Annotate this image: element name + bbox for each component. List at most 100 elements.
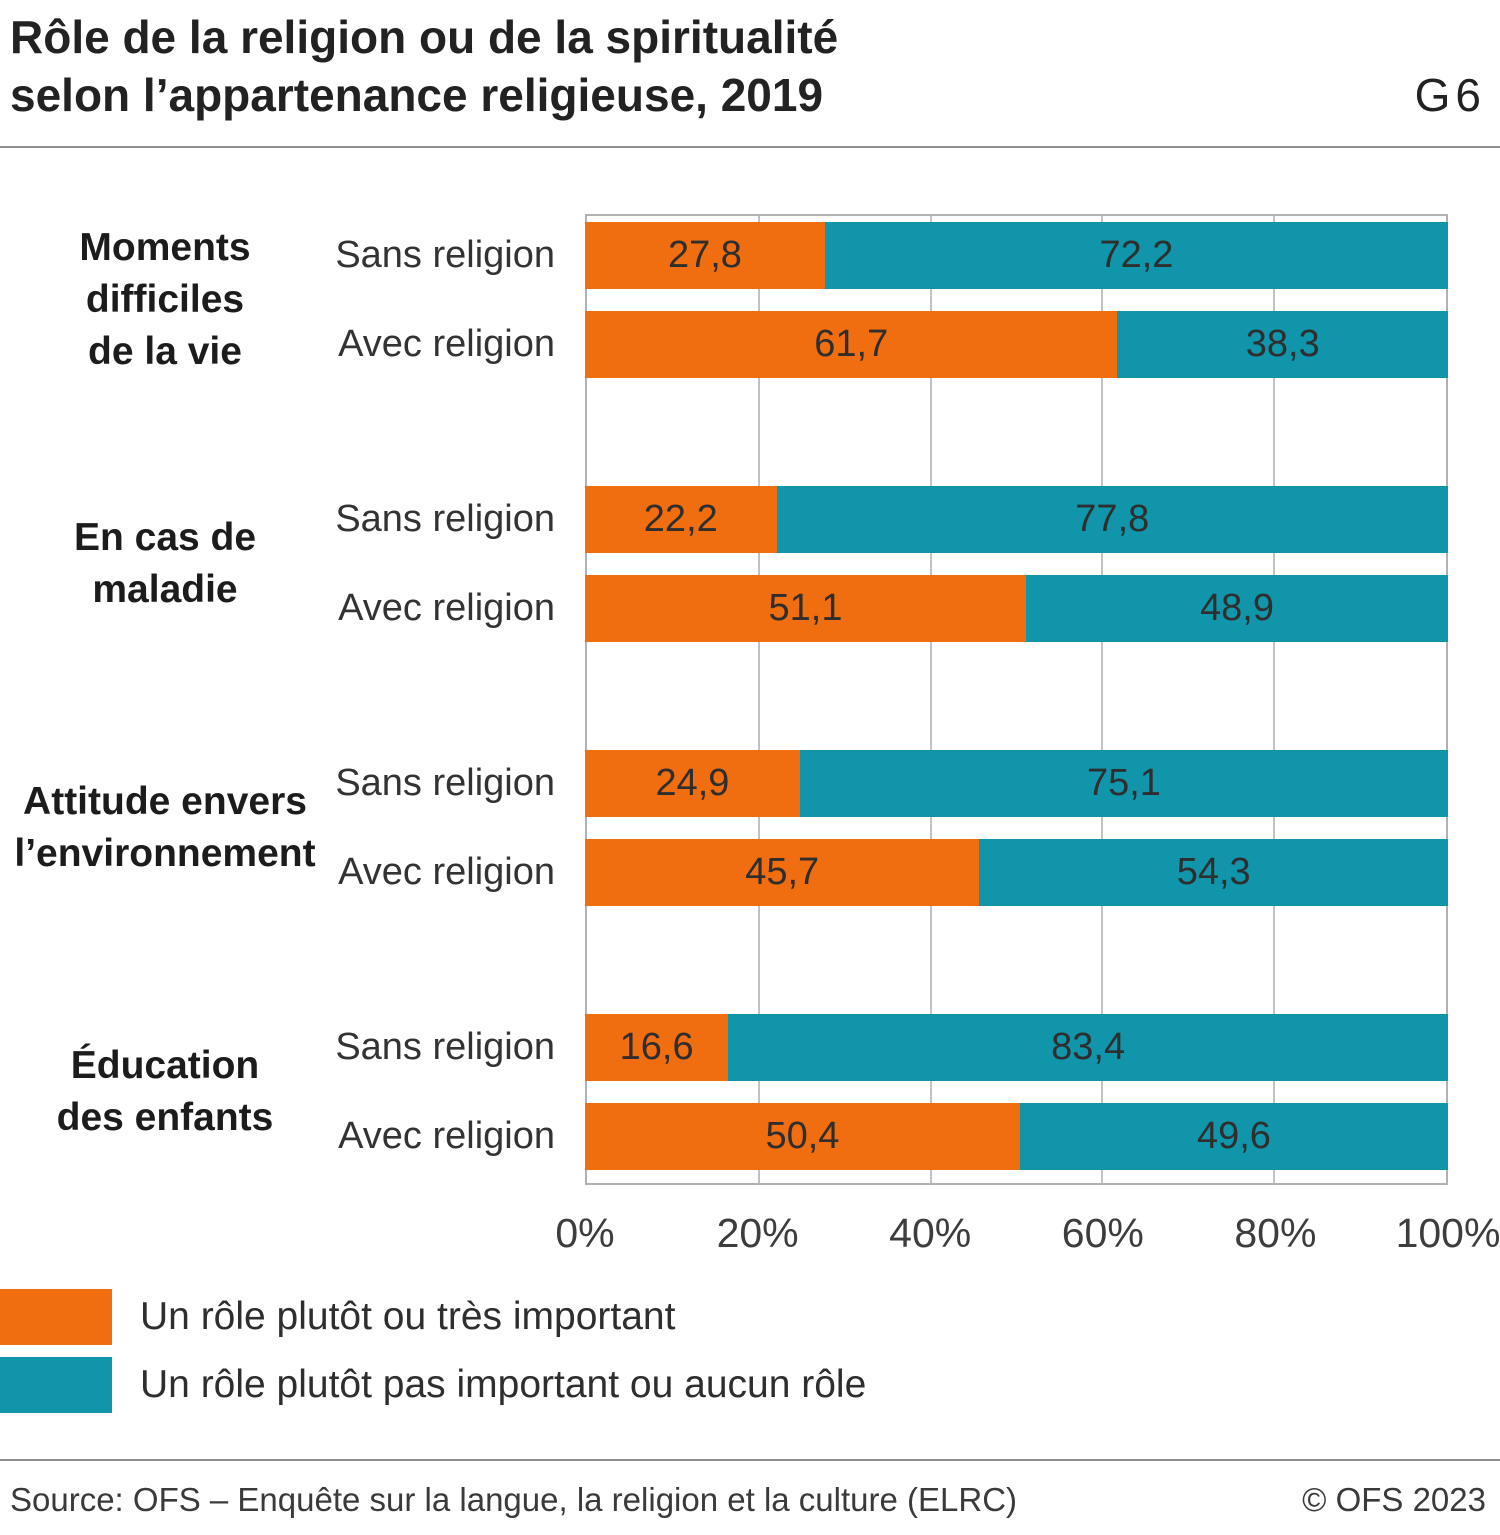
legend-swatch-not-important bbox=[0, 1357, 112, 1413]
group-label-line: difficiles bbox=[85, 278, 245, 321]
stacked-bar: 22,2 77,8 bbox=[585, 486, 1448, 553]
bar-segment-not-important: 54,3 bbox=[979, 839, 1448, 906]
group-label: Moments difficiles de la vie bbox=[0, 222, 330, 378]
bar-segment-not-important: 49,6 bbox=[1019, 1103, 1448, 1170]
x-axis-tick: 80% bbox=[1234, 1210, 1317, 1256]
bar-segment-important: 61,7 bbox=[585, 311, 1118, 378]
x-axis-tick: 60% bbox=[1061, 1210, 1144, 1256]
bar-segment-not-important: 48,9 bbox=[1025, 575, 1448, 642]
bar-row: Sans religion 27,8 72,2 bbox=[0, 222, 1448, 289]
bar-segment-important: 27,8 bbox=[585, 222, 825, 289]
bar-segment-important: 50,4 bbox=[585, 1103, 1020, 1170]
bar-segment-not-important: 83,4 bbox=[728, 1014, 1448, 1081]
group-label: Éducation des enfants bbox=[0, 1040, 330, 1144]
bar-segment-not-important: 72,2 bbox=[824, 222, 1448, 289]
page-title-line1: Rôle de la religion ou de la spiritualit… bbox=[10, 11, 839, 63]
bar-segment-important: 16,6 bbox=[585, 1014, 729, 1081]
gridline bbox=[757, 216, 760, 1183]
bar-segment-important: 24,9 bbox=[585, 750, 800, 817]
bar-value-label: 22,2 bbox=[643, 498, 718, 540]
bar-row: Avec religion 61,7 38,3 bbox=[0, 311, 1448, 378]
bar-value-label: 61,7 bbox=[814, 323, 889, 365]
bar-row: Sans religion 16,6 83,4 bbox=[0, 1014, 1448, 1081]
gridline bbox=[1101, 216, 1104, 1183]
stacked-bar: 50,4 49,6 bbox=[585, 1103, 1448, 1170]
group-label-line: Moments bbox=[79, 226, 251, 269]
bar-row: Avec religion 45,7 54,3 bbox=[0, 839, 1448, 906]
bar-row: Avec religion 51,1 48,9 bbox=[0, 575, 1448, 642]
x-axis-tick: 20% bbox=[716, 1210, 799, 1256]
bar-value-label: 51,1 bbox=[768, 587, 843, 629]
plot-area bbox=[585, 214, 1448, 1185]
bar-row: Avec religion 50,4 49,6 bbox=[0, 1103, 1448, 1170]
bar-value-label: 54,3 bbox=[1176, 851, 1251, 893]
gridline bbox=[929, 216, 932, 1183]
row-label: Avec religion bbox=[338, 851, 555, 893]
group-label: En cas de maladie bbox=[0, 512, 330, 616]
x-axis: 0% 20% 40% 60% 80% 100% bbox=[555, 1204, 1500, 1259]
bar-segment-important: 45,7 bbox=[585, 839, 980, 906]
page-title: Rôle de la religion ou de la spiritualit… bbox=[10, 8, 838, 124]
bar-group: Moments difficiles de la vie Sans religion 2… bbox=[0, 222, 1448, 378]
legend-label-not-important: Un rôle plutôt pas important ou aucun rô… bbox=[140, 1363, 867, 1406]
legend: Un rôle plutôt ou très important Un rôle… bbox=[0, 1289, 1500, 1413]
bar-groups: Moments difficiles de la vie Sans religion 2… bbox=[0, 214, 1448, 1170]
group-label-line: Éducation bbox=[70, 1044, 260, 1087]
bar-group: Éducation des enfants Sans religion 16,6 83,… bbox=[0, 1014, 1448, 1170]
bar-value-label: 16,6 bbox=[619, 1026, 694, 1068]
group-label-line: maladie bbox=[92, 568, 238, 611]
stacked-bar: 24,9 75,1 bbox=[585, 750, 1448, 817]
gridline bbox=[1273, 216, 1276, 1183]
row-label: Avec religion bbox=[338, 323, 555, 365]
legend-label-important: Un rôle plutôt ou très important bbox=[140, 1295, 676, 1338]
row-label: Avec religion bbox=[338, 587, 555, 629]
bar-segment-important: 22,2 bbox=[585, 486, 777, 553]
legend-swatch-important bbox=[0, 1289, 112, 1345]
group-label-line: l’environnement bbox=[14, 832, 316, 875]
bar-value-label: 49,6 bbox=[1196, 1115, 1271, 1157]
group-label: Attitude envers l’environnement bbox=[0, 776, 330, 880]
group-label-line: En cas de bbox=[73, 516, 257, 559]
bar-value-label: 83,4 bbox=[1051, 1026, 1126, 1068]
bar-segment-not-important: 75,1 bbox=[799, 750, 1448, 817]
x-axis-tick: 100% bbox=[1395, 1210, 1500, 1256]
x-axis-tick: 0% bbox=[555, 1210, 615, 1256]
legend-item: Un rôle plutôt pas important ou aucun rô… bbox=[0, 1357, 1500, 1413]
bar-value-label: 48,9 bbox=[1200, 587, 1274, 629]
group-label-line: de la vie bbox=[88, 330, 242, 373]
bar-value-label: 72,2 bbox=[1099, 234, 1174, 276]
bar-value-label: 24,9 bbox=[655, 762, 730, 804]
stacked-bar: 27,8 72,2 bbox=[585, 222, 1448, 289]
bar-value-label: 75,1 bbox=[1086, 762, 1161, 804]
bar-row: Sans religion 22,2 77,8 bbox=[0, 486, 1448, 553]
footer: Source: OFS – Enquête sur la langue, la … bbox=[0, 1459, 1500, 1535]
row-label: Sans religion bbox=[335, 762, 555, 804]
bar-segment-not-important: 77,8 bbox=[776, 486, 1448, 553]
bar-value-label: 38,3 bbox=[1245, 323, 1320, 365]
bar-segment-important: 51,1 bbox=[585, 575, 1026, 642]
bar-value-label: 77,8 bbox=[1075, 498, 1150, 540]
stacked-bar: 45,7 54,3 bbox=[585, 839, 1448, 906]
source-text: Source: OFS – Enquête sur la langue, la … bbox=[10, 1481, 1018, 1518]
bar-value-label: 50,4 bbox=[765, 1115, 840, 1157]
bar-group: Attitude envers l’environnement Sans relig… bbox=[0, 750, 1448, 906]
bar-segment-not-important: 38,3 bbox=[1117, 311, 1448, 378]
group-label-line: Attitude envers bbox=[23, 780, 307, 823]
chart: Moments difficiles de la vie Sans religion 2… bbox=[0, 214, 1500, 1259]
x-axis-tick: 40% bbox=[889, 1210, 972, 1256]
stacked-bar: 51,1 48,9 bbox=[585, 575, 1448, 642]
stacked-bar: 61,7 38,3 bbox=[585, 311, 1448, 378]
bar-value-label: 27,8 bbox=[667, 234, 742, 276]
legend-item: Un rôle plutôt ou très important bbox=[0, 1289, 1500, 1345]
row-label: Avec religion bbox=[338, 1115, 555, 1157]
bar-value-label: 45,7 bbox=[745, 851, 820, 893]
bar-group: En cas de maladie Sans religion 22,2 77,8 Ave… bbox=[0, 486, 1448, 642]
page-title-line2: selon l’appartenance religieuse, 2019 bbox=[10, 69, 824, 121]
copyright-text: © OFS 2023 bbox=[1302, 1481, 1486, 1518]
stacked-bar: 16,6 83,4 bbox=[585, 1014, 1448, 1081]
row-label: Sans religion bbox=[335, 1026, 555, 1068]
bar-row: Sans religion 24,9 75,1 bbox=[0, 750, 1448, 817]
figure-id: G6 bbox=[1414, 69, 1486, 121]
row-label: Sans religion bbox=[335, 234, 555, 276]
